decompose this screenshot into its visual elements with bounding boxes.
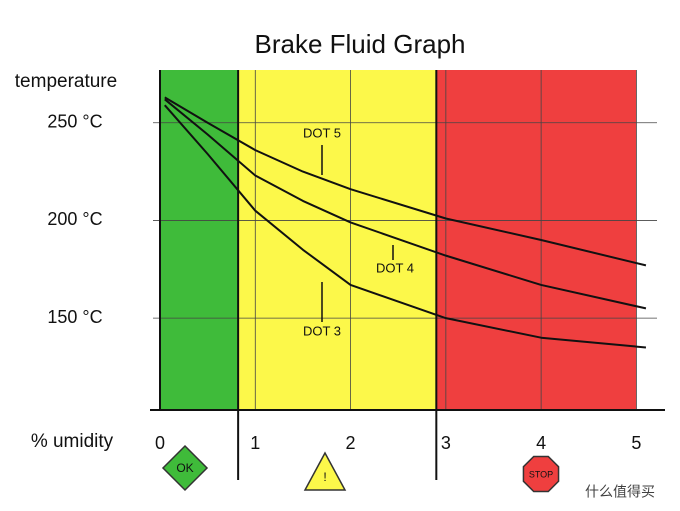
- sign: [303, 451, 347, 491]
- y-tick-label: 150 °C: [47, 307, 102, 327]
- y-axis-label: temperature: [15, 71, 117, 92]
- sign-label: OK: [176, 461, 193, 475]
- x-tick-label: 5: [631, 433, 641, 453]
- series-label: DOT 3: [303, 323, 341, 338]
- sign-label: STOP: [529, 469, 553, 479]
- series-label: DOT 4: [376, 260, 414, 275]
- watermark: 什么值得买: [585, 484, 655, 500]
- x-tick-label: 1: [250, 433, 260, 453]
- y-tick-label: 200 °C: [47, 209, 102, 229]
- chart-title: Brake Fluid Graph: [255, 29, 466, 59]
- line: [164, 98, 647, 310]
- y-tick-label: 250 °C: [47, 112, 102, 132]
- x-tick-label: 4: [536, 433, 546, 453]
- sign: [522, 455, 560, 493]
- x-axis-label: % umidity: [31, 431, 114, 452]
- sign: [161, 444, 209, 492]
- x-tick-label: 3: [441, 433, 451, 453]
- x-tick-label: 0: [155, 433, 165, 453]
- zone: [160, 70, 239, 410]
- zone: [238, 70, 437, 410]
- series-label: DOT 5: [303, 125, 341, 140]
- line: [164, 104, 647, 349]
- zone: [436, 70, 637, 410]
- sign-label: !: [323, 470, 326, 484]
- line: [164, 96, 647, 267]
- x-tick-label: 2: [346, 433, 356, 453]
